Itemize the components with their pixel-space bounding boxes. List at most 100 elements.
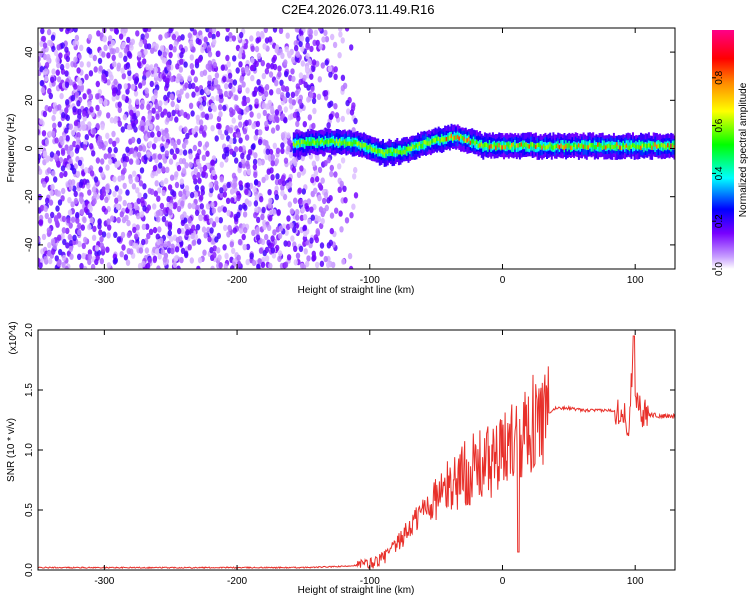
heatmap-cell — [257, 138, 263, 146]
heatmap-cell — [38, 257, 41, 264]
heatmap-cell — [142, 38, 148, 45]
heatmap-cell — [253, 200, 259, 207]
heatmap-cell — [309, 45, 314, 53]
heatmap-cell — [174, 246, 180, 253]
heatmap-cell — [217, 206, 222, 213]
heatmap-cell — [317, 28, 323, 32]
heatmap-cell — [278, 48, 283, 55]
heatmap-cell — [146, 151, 151, 158]
y-tick-label: -40 — [24, 237, 35, 252]
heatmap-cell — [134, 176, 139, 183]
heatmap-cell — [284, 70, 289, 78]
heatmap-cell — [299, 35, 305, 42]
heatmap-cell — [324, 140, 327, 145]
heatmap-cell — [61, 187, 66, 195]
heatmap-cell — [135, 30, 140, 37]
heatmap-cell — [251, 259, 257, 267]
heatmap-cell — [242, 128, 248, 135]
heatmap-cell — [429, 140, 432, 145]
heatmap-cell — [180, 219, 186, 227]
heatmap-cell — [235, 67, 240, 74]
heatmap-cell — [76, 136, 81, 144]
heatmap-cell — [60, 149, 66, 156]
heatmap-cell — [165, 77, 170, 85]
heatmap-cell — [179, 58, 184, 65]
heatmap-cell — [161, 166, 166, 173]
heatmap-cell — [54, 137, 59, 144]
heatmap-cell — [81, 124, 86, 131]
heatmap-cell — [283, 157, 289, 164]
heatmap-cell — [79, 85, 84, 93]
heatmap-cell — [274, 79, 279, 86]
heatmap-cell — [345, 99, 350, 107]
heatmap-cell — [244, 65, 250, 73]
heatmap-cell — [115, 137, 120, 144]
heatmap-cell — [281, 179, 287, 187]
heatmap-cell — [447, 136, 450, 141]
heatmap-cell — [319, 242, 325, 249]
heatmap-cell — [421, 143, 424, 148]
heatmap-cell — [262, 43, 267, 50]
heatmap-cell — [117, 83, 122, 90]
heatmap-cell — [77, 253, 82, 260]
heatmap-cell — [495, 145, 497, 150]
heatmap-cell — [64, 70, 69, 77]
heatmap-cell — [337, 52, 342, 59]
heatmap-cell — [149, 188, 155, 195]
heatmap-cell — [59, 135, 64, 143]
heatmap-cell — [51, 114, 56, 122]
heatmap-cell — [277, 250, 283, 257]
heatmap-cell — [202, 124, 208, 132]
heatmap-cell — [272, 142, 277, 149]
heatmap-cell — [157, 226, 162, 233]
heatmap-cell — [50, 238, 56, 245]
heatmap-cell — [87, 121, 92, 128]
heatmap-cell — [178, 149, 183, 156]
heatmap-cell — [342, 82, 348, 90]
heatmap-cell — [88, 212, 93, 219]
heatmap-cell — [391, 151, 394, 157]
heatmap-cell — [283, 137, 288, 145]
heatmap-cell — [198, 119, 204, 126]
heatmap-cell — [268, 148, 274, 156]
heatmap-cell — [255, 234, 261, 241]
heatmap-cell — [597, 142, 599, 152]
heatmap-cell — [349, 44, 354, 51]
heatmap-cell — [239, 31, 244, 39]
heatmap-cell — [309, 73, 314, 80]
heatmap-cell — [477, 143, 480, 148]
heatmap-cell — [67, 179, 73, 186]
heatmap-cell — [444, 137, 447, 142]
heatmap-cell — [266, 239, 271, 246]
heatmap-cell — [260, 60, 265, 67]
heatmap-cell — [164, 142, 169, 149]
heatmap-cell — [178, 66, 183, 73]
heatmap-cell — [646, 143, 649, 149]
heatmap-cell — [52, 122, 57, 129]
heatmap-cell — [311, 122, 316, 130]
heatmap-cell — [329, 170, 334, 178]
heatmap-cell — [86, 182, 91, 189]
heatmap-cell — [92, 225, 97, 233]
heatmap-cell — [264, 153, 269, 161]
heatmap-cell — [279, 79, 284, 87]
heatmap-cell — [286, 240, 291, 247]
heatmap-cell — [155, 210, 161, 217]
heatmap-cell — [284, 229, 289, 236]
heatmap-cell — [126, 36, 131, 44]
heatmap-cell — [103, 99, 108, 107]
heatmap-cell — [190, 232, 195, 240]
heatmap-cell — [142, 205, 147, 212]
heatmap-cell — [145, 71, 150, 78]
heatmap-cell — [328, 113, 333, 120]
heatmap-cell — [91, 186, 97, 193]
heatmap-cell — [319, 260, 325, 267]
heatmap-cell — [285, 223, 291, 231]
heatmap-cell — [530, 142, 533, 147]
heatmap-cell — [60, 195, 65, 202]
heatmap-cell — [291, 75, 296, 83]
heatmap-cell — [234, 215, 239, 222]
heatmap-cell — [100, 123, 105, 131]
heatmap-cell — [201, 154, 207, 161]
heatmap-cell — [304, 203, 309, 210]
